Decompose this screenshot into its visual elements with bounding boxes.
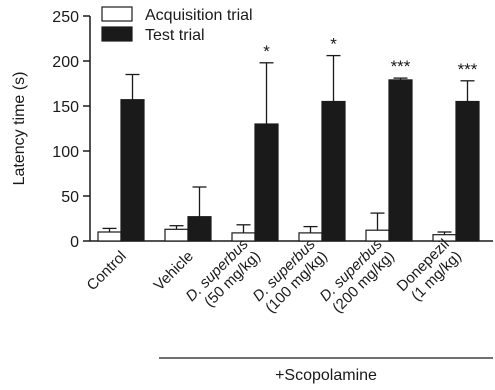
significance-label: * <box>263 42 270 61</box>
test-bar <box>187 216 212 242</box>
y-axis-label: Latency time (s) <box>11 72 28 186</box>
category-label: Control <box>84 248 130 294</box>
test-bar <box>120 99 145 242</box>
y-tick-label: 50 <box>61 189 79 206</box>
y-tick-label: 100 <box>52 144 79 161</box>
significance-markers: * **** *** <box>263 35 478 79</box>
category-label: D. superbus(200 mg/kg) <box>317 235 399 317</box>
category-label: D. superbus(50 mg/kg) <box>183 235 265 317</box>
test-bar <box>388 79 413 242</box>
legend-swatch <box>101 26 133 42</box>
test-bar <box>321 100 346 242</box>
category-label: D. superbus(100 mg/kg) <box>250 235 332 317</box>
acquisition-bar <box>164 228 189 242</box>
category-label: Donepezil(1 mg/kg) <box>394 236 465 307</box>
group-label: +Scopolamine <box>275 367 377 384</box>
y-tick-label: 200 <box>52 54 79 71</box>
y-tick-label: 0 <box>70 234 79 251</box>
test-bar <box>254 123 279 242</box>
significance-label: *** <box>391 57 411 76</box>
legend: Acquisition trial Test trial <box>101 6 253 44</box>
acquisition-bar <box>97 231 122 242</box>
category-label-line: Control <box>84 248 130 294</box>
significance-label: * <box>330 35 337 54</box>
error-bars <box>102 54 475 235</box>
test-bar <box>455 100 480 242</box>
group-bracket: +Scopolamine <box>159 357 493 384</box>
legend-swatch <box>101 6 133 22</box>
legend-label: Test trial <box>145 27 205 44</box>
significance-label: *** <box>458 60 478 79</box>
y-tick-label: 250 <box>52 9 79 26</box>
y-tick-label: 150 <box>52 99 79 116</box>
legend-label: Acquisition trial <box>145 7 253 24</box>
bars <box>97 79 480 242</box>
axes: 0 50 100 150 200 250 Latency time (s) <box>11 9 493 251</box>
